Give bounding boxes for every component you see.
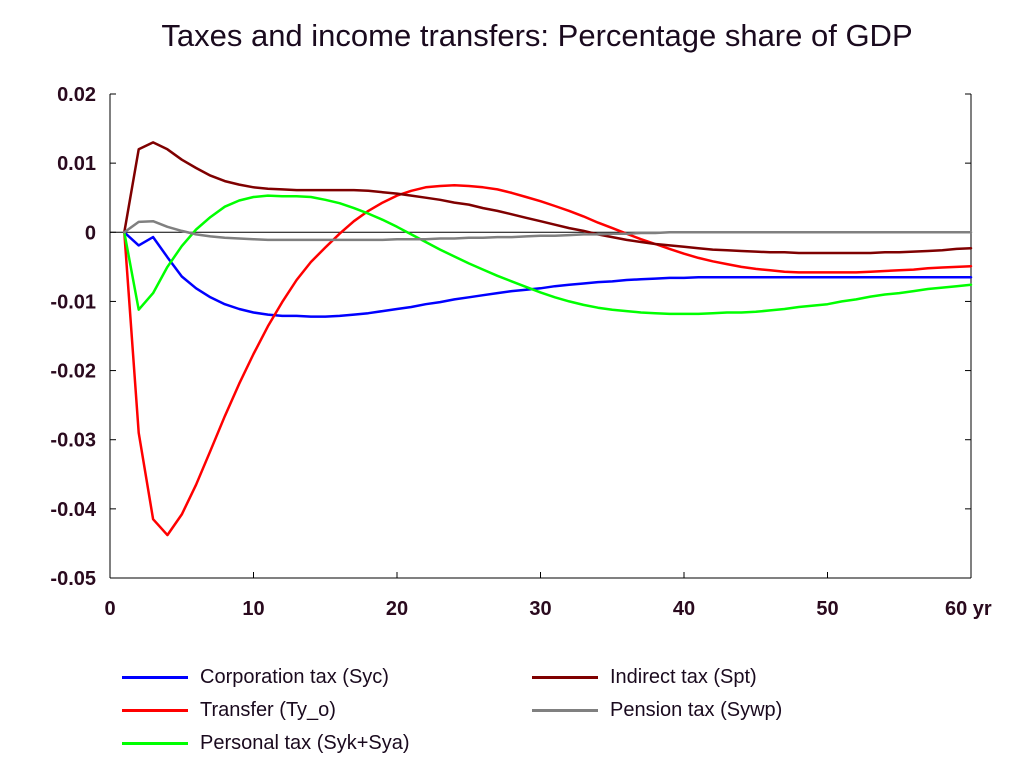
- y-tick-label: -0.01: [50, 291, 96, 313]
- tick-labels: 0.02 0.01 0 -0.01 -0.02 -0.03 -0.04 -0.05 0 10 20 3…: [50, 84, 992, 620]
- x-tick-label: 20: [386, 598, 408, 620]
- legend-label: Transfer (Ty_o): [200, 699, 336, 721]
- x-tick-label: 50: [816, 598, 838, 620]
- x-tick-label: 40: [673, 598, 695, 620]
- x-tick-label: 30: [529, 598, 551, 620]
- series-line-indirect: [123, 141, 973, 255]
- x-tick-label: 10: [242, 598, 264, 620]
- legend-swatch: [532, 709, 598, 712]
- legend-label: Corporation tax (Syc): [200, 666, 389, 688]
- series-line-pension: [123, 219, 973, 242]
- x-tick-label: 0: [104, 598, 115, 620]
- legend-swatch: [122, 709, 188, 712]
- legend-label: Indirect tax (Spt): [610, 666, 757, 688]
- legend-swatch: [122, 742, 188, 745]
- y-tick-label: -0.04: [50, 499, 96, 521]
- series-line-personal: [123, 194, 973, 316]
- series-line-transfer: [123, 184, 973, 537]
- y-tick-label: 0.02: [57, 84, 96, 106]
- y-tick-label: -0.02: [50, 361, 96, 383]
- legend-swatch: [532, 676, 598, 679]
- series-line-corporation: [123, 231, 973, 318]
- x-tick-label: 60 yr: [945, 598, 992, 620]
- y-tick-label: -0.03: [50, 430, 96, 452]
- legend-label: Personal tax (Syk+Sya): [200, 732, 410, 754]
- legend-swatch: [122, 676, 188, 679]
- legend-label: Pension tax (Sywp): [610, 699, 783, 721]
- series-lines: [123, 141, 973, 537]
- axes: [109, 93, 972, 579]
- y-tick-label: 0.01: [57, 153, 96, 175]
- chart-title: Taxes and income transfers: Percentage s…: [161, 18, 913, 53]
- y-tick-label: 0: [85, 222, 96, 244]
- y-tick-label: -0.05: [50, 568, 96, 590]
